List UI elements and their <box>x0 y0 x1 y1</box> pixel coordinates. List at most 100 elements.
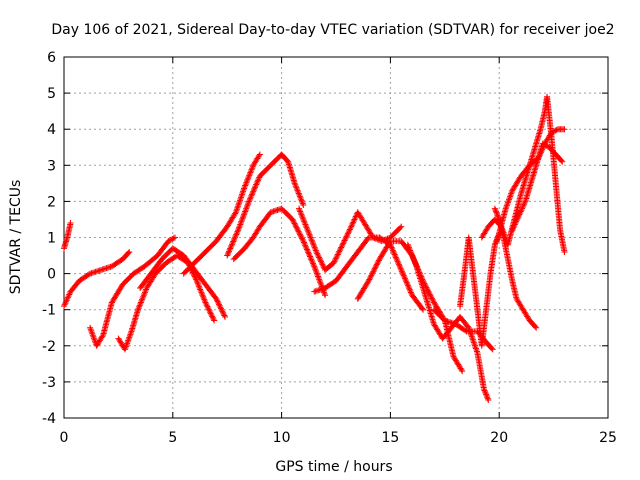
data-point <box>64 295 71 302</box>
data-point <box>237 221 244 228</box>
data-point <box>248 191 255 198</box>
data-point <box>249 165 256 172</box>
data-point <box>233 231 240 238</box>
data-point <box>425 288 432 295</box>
data-point <box>308 235 315 242</box>
data-point <box>295 190 302 197</box>
data-point <box>350 219 357 226</box>
data-point <box>392 252 399 259</box>
x-tick-label: 20 <box>490 430 508 446</box>
data-point <box>248 192 255 199</box>
data-point <box>230 237 237 244</box>
data-point <box>336 248 343 255</box>
data-point <box>552 127 559 134</box>
data-point <box>489 346 496 353</box>
data-point <box>481 387 488 394</box>
data-point <box>292 223 299 230</box>
data-point <box>243 179 250 186</box>
data-point <box>135 305 142 312</box>
data-point <box>521 201 528 208</box>
data-point <box>302 222 309 229</box>
data-point <box>322 292 329 299</box>
tick-layer: 0 5 10 15 20 25 -4 -3 -2 -1 0 1 2 3 4 5 6 <box>42 50 617 446</box>
data-point <box>398 268 405 275</box>
data-point <box>308 257 315 264</box>
data-point <box>297 194 304 201</box>
data-point <box>193 276 200 283</box>
data-point <box>170 235 177 242</box>
data-point <box>140 293 147 300</box>
data-point <box>397 265 404 272</box>
data-point <box>305 228 312 235</box>
data-point <box>214 298 221 305</box>
series-track-p <box>491 205 540 331</box>
data-point <box>240 188 247 195</box>
data-point <box>304 247 311 254</box>
data-point <box>347 225 354 232</box>
data-point <box>342 234 349 241</box>
data-point <box>238 218 245 225</box>
data-point <box>542 142 549 149</box>
data-point <box>251 185 258 192</box>
data-point <box>371 265 378 272</box>
data-point <box>513 217 520 224</box>
data-point <box>410 256 417 263</box>
data-point <box>469 336 476 343</box>
data-point <box>143 286 150 293</box>
data-point <box>483 392 490 399</box>
data-point <box>200 295 207 302</box>
data-point <box>305 250 312 257</box>
chart-title: Day 106 of 2021, Sidereal Day-to-day VTE… <box>51 22 614 38</box>
data-point <box>244 201 251 208</box>
data-point <box>394 258 401 265</box>
data-point <box>316 254 323 261</box>
data-point <box>511 222 518 229</box>
data-point <box>484 395 491 402</box>
data-point <box>373 261 380 268</box>
series-track-h <box>230 205 329 299</box>
data-point <box>247 194 254 201</box>
data-point <box>99 333 106 340</box>
data-point <box>62 300 69 307</box>
data-point <box>136 303 143 310</box>
data-point <box>220 309 227 316</box>
data-point <box>292 183 299 190</box>
data-point <box>229 241 236 248</box>
data-point <box>217 304 224 311</box>
data-point <box>465 324 472 331</box>
data-point <box>321 290 328 297</box>
data-point <box>196 283 203 290</box>
data-point <box>299 199 306 206</box>
data-point <box>297 232 304 239</box>
data-point <box>207 310 214 317</box>
data-point <box>252 182 259 189</box>
data-point <box>242 207 249 214</box>
data-point <box>296 207 303 214</box>
data-point <box>485 396 492 403</box>
data-point <box>204 303 211 310</box>
data-point <box>316 276 323 283</box>
data-point <box>206 307 213 314</box>
data-point <box>428 294 435 301</box>
data-point <box>397 224 404 231</box>
data-point <box>561 248 568 255</box>
data-point <box>388 244 395 251</box>
data-point <box>250 187 257 194</box>
data-point <box>292 181 299 188</box>
data-point <box>398 223 405 230</box>
data-point <box>310 241 317 248</box>
data-point <box>296 229 303 236</box>
data-point <box>232 234 239 241</box>
data-point <box>239 215 246 222</box>
data-point <box>317 257 324 264</box>
grid-layer <box>64 57 608 418</box>
data-point <box>205 305 212 312</box>
data-point <box>63 297 70 304</box>
x-axis-label: GPS time / hours <box>275 459 392 475</box>
data-point <box>243 204 250 211</box>
data-point <box>215 300 222 307</box>
data-point <box>411 259 418 266</box>
data-point <box>234 204 241 211</box>
data-point <box>370 268 377 275</box>
data-point <box>296 205 303 212</box>
